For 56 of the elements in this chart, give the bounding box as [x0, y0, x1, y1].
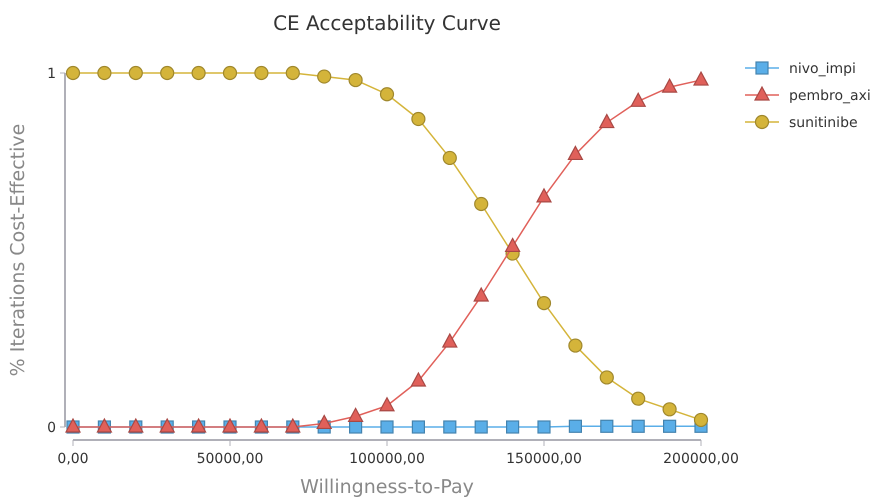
point: [160, 66, 174, 80]
x-tick-label: 150000,00: [506, 451, 582, 467]
point: [568, 146, 583, 160]
point: [412, 420, 425, 434]
point: [506, 420, 520, 434]
point: [631, 392, 646, 406]
point: [663, 420, 676, 433]
point: [693, 71, 709, 86]
point: [380, 420, 394, 434]
point: [348, 72, 363, 88]
legend-label: pembro_axi: [789, 88, 871, 104]
x-axis-title: Willingness-to-Pay: [300, 476, 474, 498]
legend-label: sunitinibe: [789, 115, 858, 131]
point: [536, 188, 552, 202]
point: [630, 92, 646, 107]
point: [474, 420, 488, 434]
point: [128, 66, 143, 80]
x-tick-label: 50000,00: [196, 451, 264, 467]
legend-label: nivo_impi: [789, 61, 856, 77]
point: [254, 66, 268, 80]
point: [536, 296, 552, 310]
point: [410, 372, 426, 387]
point: [600, 370, 614, 385]
point: [316, 414, 332, 430]
point: [537, 420, 551, 434]
y-tick-label: 0: [47, 420, 56, 436]
point: [380, 87, 394, 102]
point: [97, 66, 112, 80]
point: [442, 333, 458, 348]
point: [600, 420, 614, 433]
y-axis-title: % Iterations Cost-Effective: [7, 124, 29, 376]
point: [662, 78, 678, 93]
point: [317, 69, 332, 84]
x-tick-label: 0,00: [57, 451, 89, 467]
point: [286, 66, 300, 80]
point: [662, 402, 677, 416]
point: [443, 420, 456, 434]
point: [474, 287, 489, 302]
point: [474, 196, 488, 212]
point: [599, 114, 614, 128]
chart-title: CE Acceptability Curve: [273, 11, 501, 35]
point: [568, 420, 582, 433]
point: [632, 420, 645, 433]
x-tick-label: 200000,00: [663, 451, 739, 467]
x-tick-label: 100000,00: [349, 451, 425, 467]
point: [568, 338, 582, 353]
point: [694, 412, 708, 428]
point: [442, 150, 457, 166]
point: [411, 112, 426, 126]
point: [66, 66, 80, 80]
point: [222, 66, 238, 80]
point: [348, 408, 364, 422]
point: [505, 238, 520, 252]
point: [379, 397, 395, 412]
point: [192, 66, 206, 80]
y-tick-label: 1: [47, 66, 56, 82]
